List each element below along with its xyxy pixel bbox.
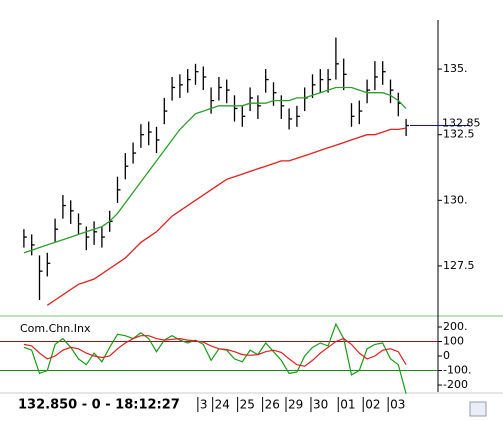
y-tick-label: -100. <box>443 364 471 377</box>
x-tick-label: 26 <box>265 398 280 412</box>
line <box>23 322 407 394</box>
status-text: 132.850 - 0 - 18:12:27 <box>18 398 180 413</box>
line <box>23 335 407 367</box>
x-tick-label: 3 <box>200 398 208 412</box>
icon[interactable] <box>469 401 487 417</box>
indicator-title: Com.Chn.Inx <box>20 322 91 335</box>
y-tick-label: 135. <box>443 62 468 75</box>
x-tick-label: 24 <box>215 398 230 412</box>
x-tick-label: 29 <box>288 398 303 412</box>
line <box>23 86 407 254</box>
y-tick-label: -200 <box>443 378 468 391</box>
y-tick-label: 100 <box>443 335 464 348</box>
y-tick-label: 127.5 <box>443 259 475 272</box>
x-tick-label: 01 <box>340 398 355 412</box>
x-tick-label: 03 <box>390 398 405 412</box>
y-tick-label: 0 <box>443 349 450 362</box>
x-tick-label: 30 <box>313 398 328 412</box>
y-tick-label: 132.5 <box>443 128 475 141</box>
line <box>46 127 407 306</box>
y-tick-label: 130. <box>443 193 468 206</box>
y-tick-label: 200. <box>443 320 468 333</box>
last-price-label: 132.85 <box>442 117 481 130</box>
x-tick-label: 25 <box>240 398 255 412</box>
x-tick-label: 02 <box>365 398 380 412</box>
